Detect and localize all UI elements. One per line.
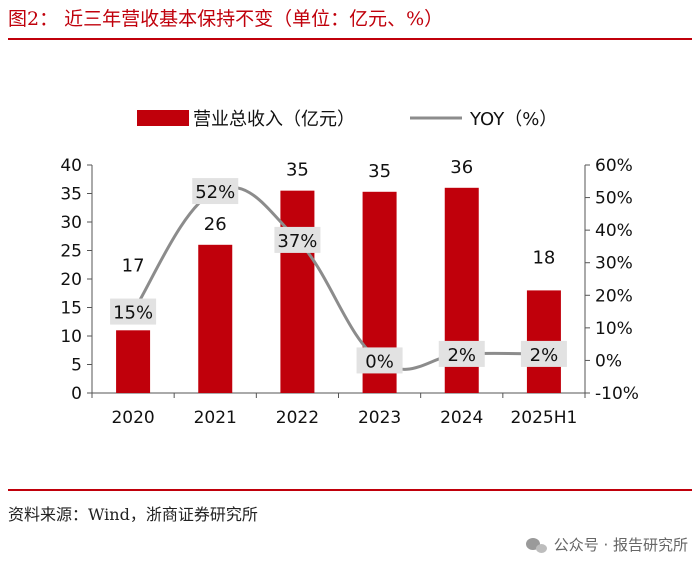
wechat-icon	[525, 536, 548, 554]
yoy-label-box	[192, 178, 239, 205]
left-axis-tick-label: 0	[71, 384, 82, 404]
bar-series	[116, 187, 561, 393]
yoy-label: 15%	[113, 303, 153, 324]
revenue-bar	[280, 190, 315, 393]
legend-swatch-revenue	[137, 110, 189, 126]
yoy-label: 37%	[277, 231, 317, 252]
right-axis-tick-label: 40%	[595, 221, 633, 241]
yoy-label: 0%	[365, 351, 394, 372]
left-axis-tick-label: 5	[71, 356, 82, 376]
yoy-label: 52%	[195, 182, 235, 203]
right-axis-tick-label: 20%	[595, 286, 633, 306]
right-axis-tick-label: 50%	[595, 189, 633, 209]
revenue-bar	[116, 330, 151, 393]
yoy-labels: 15% 52% 37% 0% 2% 2%	[110, 178, 567, 374]
yoy-label: 2%	[447, 345, 476, 366]
left-axis-tick-label: 15	[60, 299, 82, 319]
right-axis-tick-label: -10%	[595, 384, 639, 404]
left-axis-tick-label: 40	[60, 156, 82, 176]
legend-label-yoy: YOY（%）	[469, 109, 557, 130]
x-axis-tick-label: 2023	[358, 408, 401, 428]
left-axis-tick-label: 35	[60, 185, 82, 205]
watermark: 公众号 · 报告研究所	[525, 534, 688, 555]
combo-chart: 营业总收入（亿元） YOY（%） 0510152025303540-10%0%1…	[60, 109, 639, 428]
revenue-bar-label: 17	[122, 255, 145, 276]
figure-title: 图2： 近三年营收基本保持不变（单位：亿元、%）	[8, 8, 444, 30]
x-axis-tick-label: 2022	[276, 408, 319, 428]
left-axis-tick-label: 20	[60, 270, 82, 290]
x-axis-tick-label: 2021	[194, 408, 237, 428]
yoy-label: 2%	[530, 345, 559, 366]
revenue-bar-label: 18	[532, 247, 555, 268]
yoy-label-box	[520, 340, 567, 367]
source-note: 资料来源：Wind，浙商证券研究所	[8, 505, 258, 524]
yoy-label-box	[356, 347, 403, 374]
revenue-bar-label: 36	[450, 157, 473, 178]
yoy-label-box	[438, 340, 485, 367]
source-divider	[8, 489, 692, 491]
revenue-bar	[198, 244, 233, 393]
watermark-text: 公众号 · 报告研究所	[553, 536, 688, 554]
left-axis-tick-label: 25	[60, 242, 82, 262]
right-axis-tick-label: 30%	[595, 254, 633, 274]
right-axis-tick-label: 0%	[595, 351, 622, 371]
bar-labels: 17 26 35 35 36 18	[122, 157, 556, 276]
legend-label-revenue: 营业总收入（亿元）	[193, 109, 355, 130]
left-axis-tick-label: 10	[60, 327, 82, 347]
right-axis-tick-label: 10%	[595, 319, 633, 339]
left-axis-tick-label: 30	[60, 213, 82, 233]
x-axis-tick-label: 2025H1	[510, 408, 577, 428]
chart-legend: 营业总收入（亿元） YOY（%）	[137, 109, 557, 130]
revenue-bar-label: 35	[368, 161, 391, 182]
yoy-label-box	[274, 226, 321, 253]
x-axis-tick-label: 2024	[440, 408, 483, 428]
yoy-label-box	[110, 298, 157, 325]
chart-axes: 0 5 10 15 20 25 30 35 40 -10% 0% 10% 20% 30% 40% 50% 60%…	[60, 156, 639, 428]
right-axis-tick-label: 60%	[595, 156, 633, 176]
revenue-bar-label: 26	[204, 214, 227, 235]
title-divider	[8, 38, 692, 40]
revenue-bar-label: 35	[286, 160, 309, 181]
x-axis-tick-label: 2020	[111, 408, 154, 428]
